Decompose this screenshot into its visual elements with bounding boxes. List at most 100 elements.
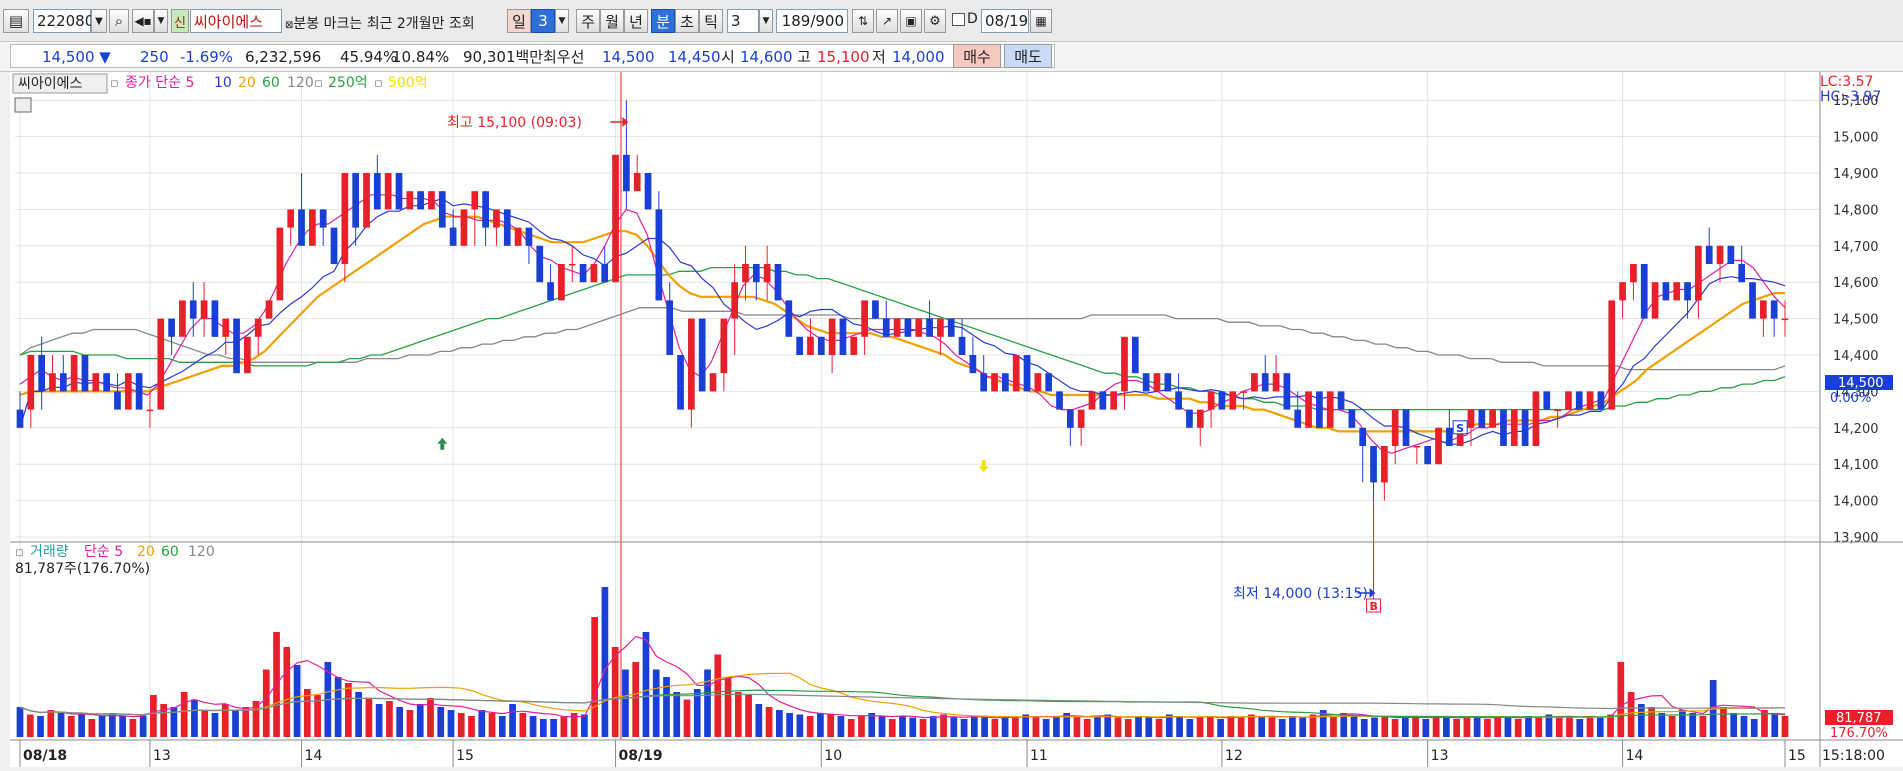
candle-body xyxy=(1543,391,1551,410)
candle-body xyxy=(1575,391,1583,410)
volume-bar xyxy=(1401,716,1409,737)
candle-body xyxy=(590,264,598,283)
volume-bar xyxy=(252,701,260,737)
x-tick-label: 08/18 xyxy=(23,748,67,764)
candle-body xyxy=(460,209,468,246)
candle-body xyxy=(1608,300,1616,410)
speaker-dropdown-icon[interactable]: ▼ xyxy=(154,9,168,33)
stock-code-input[interactable]: 222080 xyxy=(33,9,94,33)
buy-button[interactable]: 매수 xyxy=(953,44,1001,68)
period-day-count[interactable]: 3 xyxy=(531,9,555,33)
calendar-icon[interactable]: ▦ xyxy=(1030,9,1052,33)
volume-ratio: 45.94% xyxy=(340,48,398,66)
volume-bar xyxy=(899,716,906,737)
volume-bar xyxy=(919,719,927,737)
volume-bar xyxy=(1504,717,1512,737)
volume-bar xyxy=(1145,717,1153,737)
legend-ma10: 10 xyxy=(214,75,232,91)
candle-body xyxy=(449,227,457,246)
volume-bar xyxy=(1586,716,1594,737)
volume-bar xyxy=(37,716,44,737)
stock-name-field[interactable]: 씨아이에스 xyxy=(190,9,282,33)
speaker-icon[interactable]: ◀▪ xyxy=(132,9,154,33)
ma10-line xyxy=(19,197,1786,445)
x-tick-label: 11 xyxy=(1030,748,1048,764)
period-year-button[interactable]: 년 xyxy=(624,9,648,33)
ask-price: 14,500 xyxy=(602,48,655,66)
volume-bar xyxy=(1073,716,1081,737)
volume-bar xyxy=(622,669,629,737)
volume-bar xyxy=(1535,717,1543,737)
period-tick-button[interactable]: 틱 xyxy=(699,9,723,33)
volume-bar xyxy=(1679,710,1686,737)
period-second-button[interactable]: 초 xyxy=(675,9,699,33)
price-volume-chart[interactable]: BS 15,10015,00014,90014,80014,70014,6001… xyxy=(10,72,1903,767)
window-icon[interactable]: ▤ xyxy=(3,9,29,33)
period-day-button[interactable]: 일 xyxy=(507,9,531,33)
high-label: 고 xyxy=(797,48,811,66)
candle-body xyxy=(1240,391,1247,393)
period-week-button[interactable]: 주 xyxy=(576,9,600,33)
volume-bar xyxy=(1514,719,1522,737)
gear-icon[interactable]: ⚙ xyxy=(924,9,946,33)
ma120-line xyxy=(19,307,1786,371)
interval-select[interactable]: 3 xyxy=(727,9,759,33)
volume-bar xyxy=(1227,716,1235,737)
volume-bar xyxy=(1771,713,1779,737)
period-minute-button[interactable]: 분 xyxy=(651,9,675,33)
draw-tool-icon[interactable]: ↗ xyxy=(876,9,898,33)
volume-bar xyxy=(139,716,147,737)
save-icon[interactable]: ▣ xyxy=(900,9,922,33)
search-icon[interactable]: ⌕ xyxy=(109,9,129,33)
d-checkbox[interactable] xyxy=(952,13,965,26)
volume-bar xyxy=(345,683,352,737)
code-dropdown-icon[interactable]: ▼ xyxy=(91,9,107,33)
candle-body xyxy=(893,318,901,337)
volume-bar xyxy=(1668,716,1676,737)
candle-body xyxy=(287,209,295,228)
volume-bar xyxy=(745,695,752,737)
candle-body xyxy=(774,264,782,301)
day-count-dropdown-icon[interactable]: ▼ xyxy=(555,9,569,33)
candle-body xyxy=(1424,446,1432,465)
volume-bar xyxy=(1104,714,1112,737)
candle-body xyxy=(1500,409,1507,446)
candle-body xyxy=(839,318,847,355)
sell-button[interactable]: 매도 xyxy=(1004,44,1052,68)
volume-bar xyxy=(950,717,958,737)
candle-body xyxy=(525,227,533,246)
price-pct: 0.00% xyxy=(1830,391,1871,406)
volume-bar xyxy=(1566,717,1573,737)
y-tick-label: 14,800 xyxy=(1833,203,1879,218)
main-toolbar: ▤ 222080 ▼ ⌕ ◀▪ ▼ 신 씨아이에스 ⊠분봉 마크는 최근 2개월… xyxy=(0,0,1903,42)
compare-icon[interactable]: ⇅ xyxy=(852,9,874,33)
volume-bar xyxy=(981,717,988,737)
table-icon[interactable] xyxy=(14,97,32,113)
interval-dropdown-icon[interactable]: ▼ xyxy=(759,9,773,33)
candle-body xyxy=(1770,300,1778,319)
y-tick-label: 15,100 xyxy=(1833,94,1879,109)
period-month-button[interactable]: 월 xyxy=(600,9,624,33)
candle-body xyxy=(872,300,879,319)
low-arrowhead xyxy=(1369,588,1376,598)
candle-body xyxy=(687,318,695,410)
count-field[interactable]: 189/900 xyxy=(776,9,848,33)
candle-body xyxy=(493,209,500,228)
volume-bar xyxy=(1094,716,1101,737)
volume-bar xyxy=(1648,707,1655,737)
candle-body xyxy=(698,318,706,392)
volume-bar xyxy=(570,713,578,737)
candle-body xyxy=(1402,409,1410,446)
x-tick-label: 14 xyxy=(305,748,323,764)
candle-body xyxy=(1337,391,1345,410)
volume-bar xyxy=(1730,713,1738,737)
volume-bar xyxy=(991,719,999,737)
date-field[interactable]: 08/19 xyxy=(981,9,1029,33)
candle-body xyxy=(1088,391,1096,410)
price-legend-box[interactable] xyxy=(12,73,108,94)
volume-bar xyxy=(1781,716,1789,737)
candle-body xyxy=(395,173,403,210)
candle-body xyxy=(81,355,89,392)
legend-250: 250억 xyxy=(328,75,368,91)
candle-body xyxy=(49,373,56,392)
